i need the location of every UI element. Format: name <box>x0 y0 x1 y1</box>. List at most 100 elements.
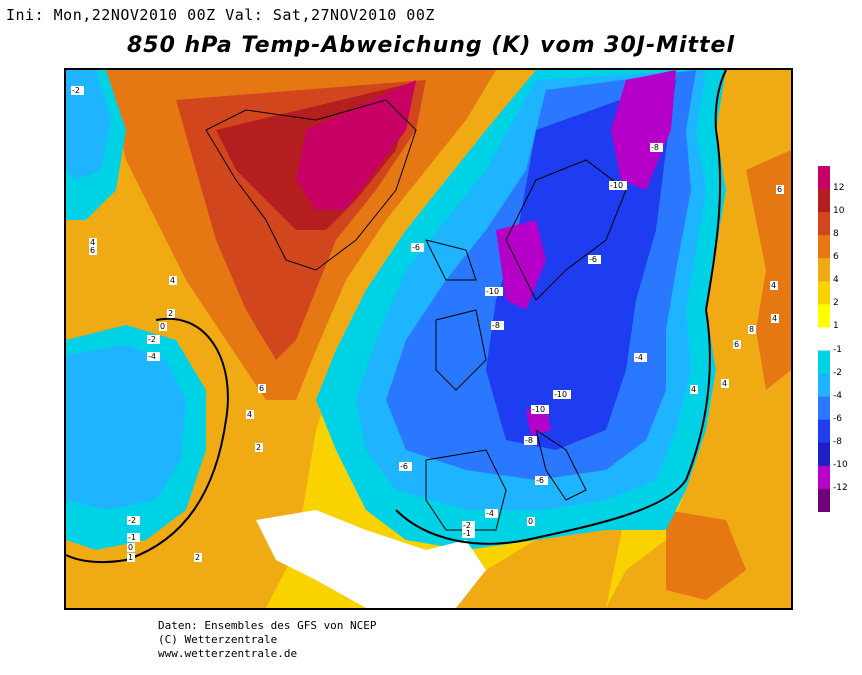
contour-label-bg <box>258 384 266 393</box>
contour-label-bg <box>89 246 97 255</box>
contour-label: 4 <box>771 281 776 290</box>
colorbar-tick-label: -4 <box>833 390 842 401</box>
nw-cold-core <box>66 70 111 180</box>
contour-label-bg <box>650 143 663 152</box>
contour-label: -10 <box>486 287 499 296</box>
contour-label: -8 <box>525 436 533 445</box>
contour-label-bg <box>147 335 160 344</box>
britain-coast <box>435 309 487 391</box>
colorbar-swatch <box>818 212 830 236</box>
contour-label: -6 <box>400 462 408 471</box>
contour-label: -2 <box>148 335 156 344</box>
credits: Daten: Ensembles des GFS von NCEP (C) We… <box>158 619 377 661</box>
contour-label-bg <box>721 379 729 388</box>
contour-label: -10 <box>610 181 623 190</box>
contour-label: -6 <box>536 476 544 485</box>
colorbar-tick-label: -10 <box>833 459 848 470</box>
colorbar-swatch <box>818 304 830 328</box>
contour-label-bg <box>491 321 504 330</box>
valid-time: Val: Sat,27NOV2010 00Z <box>225 6 435 24</box>
contour-label-bg <box>524 436 537 445</box>
colorbar-swatch <box>818 327 830 352</box>
contour-label-bg <box>462 521 475 530</box>
contour-label: -1 <box>128 533 136 542</box>
map-title: 850 hPa Temp-Abweichung (K) vom 30J-Mitt… <box>126 33 736 58</box>
contour-label: 0 <box>160 322 165 331</box>
colorbar-swatch <box>818 488 830 512</box>
contour-label-bg <box>127 543 135 552</box>
contour-label-bg <box>609 181 627 190</box>
contour-label: 0 <box>128 543 133 552</box>
cold-peak-north <box>611 70 676 190</box>
contour-label: 1 <box>128 553 133 562</box>
colorbar-swatch <box>818 281 830 305</box>
credit-line-3: www.wetterzentrale.de <box>158 647 298 660</box>
contour-label-bg <box>535 476 548 485</box>
colorbar-swatch <box>818 442 830 467</box>
colorbar-tick-label: -6 <box>833 413 842 424</box>
contour-label: -1 <box>463 529 471 538</box>
contour-label-bg <box>690 385 698 394</box>
contour-label-bg <box>776 185 784 194</box>
contour-label-bg <box>771 314 779 323</box>
contour-label: 6 <box>259 384 264 393</box>
colorbar-swatch <box>818 258 830 282</box>
contour-label: 4 <box>90 238 95 247</box>
colorbar-swatch <box>818 465 830 490</box>
run-info: Ini: Mon,22NOV2010 00Z Val: Sat,27NOV201… <box>6 6 435 24</box>
contour-label-bg <box>588 255 601 264</box>
contour-label: 2 <box>256 443 261 452</box>
colorbar-tick-label: 4 <box>833 275 839 286</box>
anomaly-map: -2 4 6 4 2 0 -2 -4 6 4 2 -6 -10 -8 -6 -10 -8 -4 -10 -10 -8 -6… <box>64 68 793 610</box>
contour-label: 4 <box>247 410 252 419</box>
colorbar-swatch <box>818 235 830 259</box>
contour-label-bg <box>485 509 498 518</box>
anomaly-field: -246420-2-4642-6-10-8-6-10-8-4-10-10-8-6… <box>66 70 791 608</box>
contour-label: 6 <box>777 185 782 194</box>
contour-label-bg <box>527 517 535 526</box>
warm-peak <box>296 80 416 210</box>
contour-label-bg <box>255 443 263 452</box>
contour-label: -10 <box>554 390 567 399</box>
contour-label: -10 <box>532 405 545 414</box>
contour-label-bg <box>770 281 778 290</box>
colorbar-tick-label: -8 <box>833 436 842 447</box>
colorbar-tick-label: -2 <box>833 367 842 378</box>
contour-label: -4 <box>635 353 643 362</box>
warm-caspian <box>666 510 746 600</box>
zero-contour-europe <box>395 70 727 545</box>
colorbar-tick-label: 2 <box>833 298 839 309</box>
contour-label-bg <box>127 516 140 525</box>
contour-label: -2 <box>463 521 471 530</box>
contour-label: -4 <box>486 509 494 518</box>
credit-line-1: Daten: Ensembles des GFS von NCEP <box>158 619 377 632</box>
contour-label: 6 <box>734 340 739 349</box>
contour-label: -8 <box>492 321 500 330</box>
colorbar-swatch <box>818 350 830 375</box>
colorbar-swatch <box>818 396 830 421</box>
contour-label-bg <box>462 529 475 538</box>
contour-label: -6 <box>412 243 420 252</box>
scandinavia-coast <box>505 159 627 301</box>
contour-label-bg <box>169 276 177 285</box>
colorbar-swatch <box>818 166 830 190</box>
zero-contour-atlantic <box>66 317 229 564</box>
contour-label: 8 <box>749 325 754 334</box>
contour-label-bg <box>159 322 167 331</box>
contour-label: 4 <box>772 314 777 323</box>
contour-label: -6 <box>589 255 597 264</box>
contour-label: 2 <box>168 309 173 318</box>
contour-label: 0 <box>528 517 533 526</box>
contour-label-bg <box>127 533 140 542</box>
contour-label-bg <box>399 462 412 471</box>
colorbar-tick-label: -12 <box>833 482 848 493</box>
colorbar-swatch <box>818 189 830 213</box>
colorbar-swatch <box>818 373 830 398</box>
colorbar-tick-label: 12 <box>833 183 845 194</box>
warm-ural <box>746 150 791 390</box>
warm-east <box>606 70 791 608</box>
colorbar-swatch <box>818 419 830 444</box>
contour-label: 2 <box>195 553 200 562</box>
warm-south <box>446 510 626 608</box>
contour-label: -8 <box>651 143 659 152</box>
